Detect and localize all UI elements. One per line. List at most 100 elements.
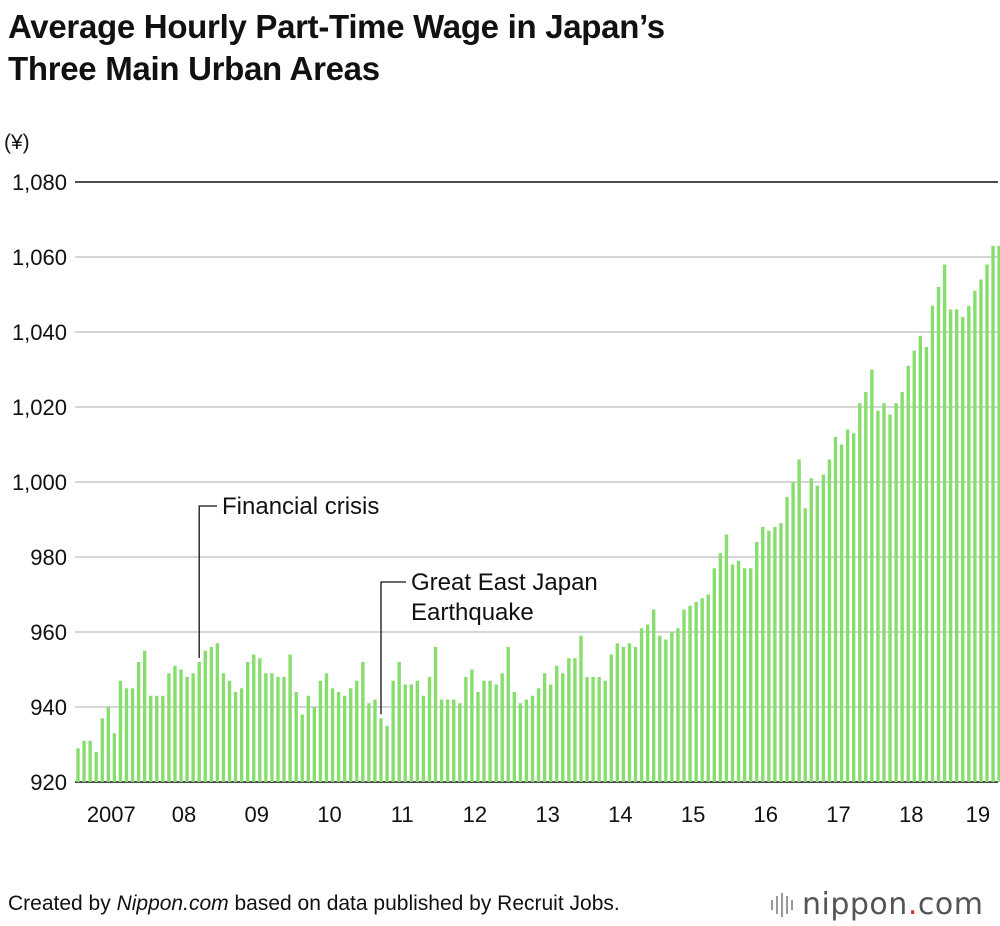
y-tick-label: 1,040 — [12, 320, 67, 345]
chart-title: Average Hourly Part-Time Wage in Japan’s… — [8, 6, 665, 90]
bar — [264, 673, 268, 782]
bar — [76, 748, 80, 782]
bar — [688, 605, 692, 782]
chart-title-line-2: Three Main Urban Areas — [8, 50, 380, 87]
bar — [482, 680, 486, 782]
bar — [930, 305, 935, 782]
bar — [548, 684, 553, 782]
x-tick-label: 09 — [245, 802, 269, 827]
logo-text-main: nippon — [802, 887, 908, 922]
bar — [167, 673, 171, 782]
bar — [476, 692, 480, 782]
bar — [452, 699, 456, 782]
bar — [179, 669, 183, 782]
bar — [991, 245, 995, 782]
bar — [803, 508, 807, 782]
bar — [488, 680, 492, 782]
bar — [888, 414, 892, 782]
bar — [955, 309, 959, 782]
bar — [597, 677, 601, 782]
bar — [330, 688, 335, 782]
annotations: Financial crisis Great East Japan Earthqua… — [198, 493, 598, 715]
bar — [912, 350, 916, 782]
bar — [700, 598, 704, 782]
bar — [712, 568, 716, 782]
bar — [761, 527, 765, 782]
bar — [603, 680, 607, 782]
bar — [270, 673, 274, 782]
bar — [791, 482, 795, 782]
bar — [276, 677, 280, 782]
bar — [124, 688, 129, 782]
bar — [306, 695, 310, 782]
bar — [779, 523, 783, 782]
annotation-leader-line — [380, 581, 406, 715]
bar — [524, 699, 529, 782]
annotation-financial-crisis: Financial crisis — [222, 493, 379, 520]
bar — [645, 624, 650, 782]
bar — [445, 699, 450, 782]
bar — [439, 699, 444, 782]
bar — [112, 733, 117, 782]
y-tick-label: 920 — [30, 770, 67, 795]
y-tick-label: 1,020 — [12, 395, 67, 420]
bar — [609, 654, 613, 782]
bar — [973, 290, 977, 782]
bar — [94, 752, 98, 782]
bar — [252, 654, 256, 782]
bar — [367, 703, 371, 782]
bar — [239, 688, 244, 782]
bar — [300, 714, 304, 782]
bar — [785, 497, 789, 782]
x-tick-label: 17 — [826, 802, 850, 827]
bar — [815, 485, 820, 782]
bar — [118, 680, 123, 782]
bar — [227, 680, 232, 782]
bar — [591, 677, 595, 782]
bar — [458, 703, 462, 782]
bar — [906, 365, 910, 782]
y-tick-label: 940 — [30, 695, 67, 720]
bar — [882, 403, 886, 782]
bar — [851, 433, 856, 782]
y-tick-label: 1,000 — [12, 470, 67, 495]
bar — [282, 677, 286, 782]
bar — [173, 665, 177, 782]
bar — [694, 602, 698, 782]
x-tick-label: 19 — [966, 802, 990, 827]
bar — [536, 688, 541, 782]
y-tick-label: 1,060 — [12, 245, 67, 270]
bar — [349, 688, 353, 782]
bar — [433, 647, 438, 782]
bar — [585, 677, 589, 782]
bar — [658, 635, 662, 782]
bar — [373, 699, 377, 782]
bar — [427, 677, 432, 782]
y-tick-label: 980 — [30, 545, 67, 570]
bar — [197, 662, 201, 782]
bar — [82, 740, 86, 782]
x-tick-label: 12 — [463, 802, 487, 827]
bar — [136, 662, 141, 782]
bar — [233, 692, 238, 782]
bar — [209, 647, 214, 782]
logo-text-end: com — [917, 887, 984, 922]
bar — [730, 564, 735, 782]
bar — [100, 718, 104, 782]
bar — [385, 725, 389, 782]
x-tick-label: 14 — [608, 802, 632, 827]
x-tick-label: 15 — [681, 802, 705, 827]
bar — [682, 609, 686, 782]
bar — [742, 568, 747, 782]
bar — [615, 643, 620, 782]
bar-chart: (¥) Financial crisis Great East Japan Eart… — [4, 131, 1000, 827]
bar — [464, 677, 468, 782]
bar — [191, 673, 195, 782]
bar — [718, 553, 723, 782]
bar — [130, 688, 135, 782]
bar — [470, 669, 474, 782]
bar — [288, 654, 292, 782]
bar — [767, 530, 771, 782]
bar — [809, 478, 813, 782]
bar — [670, 632, 674, 782]
